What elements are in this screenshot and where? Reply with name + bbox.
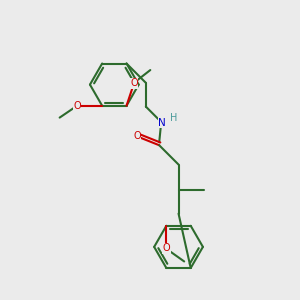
Text: O: O bbox=[73, 101, 81, 111]
Text: O: O bbox=[163, 243, 170, 253]
Text: N: N bbox=[158, 118, 166, 128]
Text: H: H bbox=[170, 113, 177, 124]
Text: O: O bbox=[133, 131, 141, 141]
Text: O: O bbox=[130, 78, 138, 88]
